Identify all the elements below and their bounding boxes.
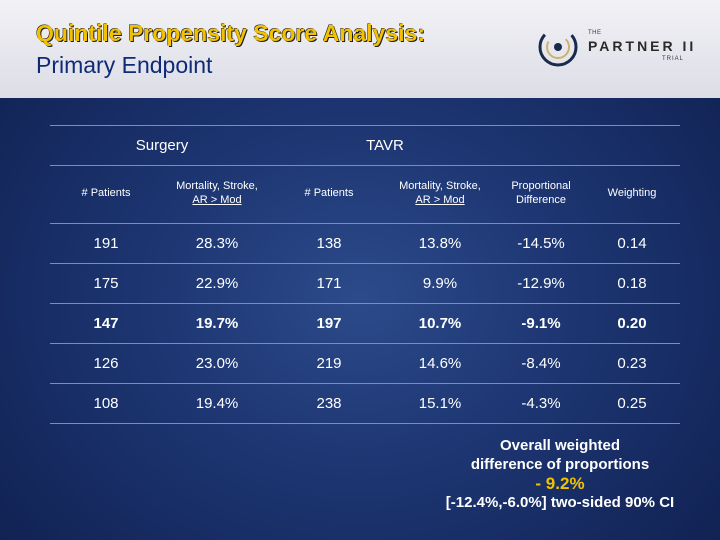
table-cell: 238 [316,395,342,412]
group-header-rule [50,165,680,166]
table-cell: 191 [93,235,119,252]
table-cell: -4.3% [521,395,561,412]
column-header: Weighting [607,187,657,199]
table-cell: 0.25 [617,395,647,412]
table-row: 191 28.3% 138 13.8% -14.5% 0.14 [50,223,680,263]
table-row-highlighted: 147 19.7% 197 10.7% -9.1% 0.20 [50,303,680,343]
title-band: Quintile Propensity Score Analysis: Prim… [0,0,720,98]
column-header-rule [50,223,680,224]
table-cell: 22.9% [195,275,239,292]
table-row: 108 19.4% 238 15.1% -4.3% 0.25 [50,383,680,423]
table-cell: 9.9% [422,275,458,292]
column-header: # Patients [81,187,131,199]
column-header: Mortality, Stroke, AR > Mod [176,180,258,206]
summary-value: - 9.2% [535,474,585,493]
table-cell: 0.18 [617,275,647,292]
row-rule [50,303,680,304]
table-cell: -14.5% [517,235,565,252]
table-cell: 19.7% [195,315,239,332]
weighted-summary: Overall weighted difference of proportio… [410,436,710,512]
partner-trial-logo: THE PARTNER II TRIAL [536,18,696,78]
table-cell: 19.4% [195,395,239,412]
table-cell: 171 [316,275,342,292]
logo-trial-text: TRIAL [662,56,685,62]
table-cell: 0.23 [617,355,647,372]
column-header: Mortality, Stroke, AR > Mod [399,180,481,206]
table-cell: 0.20 [617,315,647,332]
table-cell: 15.1% [418,395,462,412]
table-cell: 0.14 [617,235,647,252]
row-rule [50,263,680,264]
table-cell: 28.3% [195,235,239,252]
row-rule [50,343,680,344]
summary-line-1: Overall weighted [499,437,621,454]
table-cell: -12.9% [517,275,565,292]
column-header: Proportional Difference [511,180,571,206]
table-top-rule [50,125,680,126]
summary-line-2: difference of proportions [470,456,650,473]
logo-brand-text: PARTNER II [588,38,697,54]
table-cell: 219 [316,355,342,372]
table-cell: 14.6% [418,355,462,372]
logo-the-text: THE [588,30,602,36]
table-row: 126 23.0% 219 14.6% -8.4% 0.23 [50,343,680,383]
slide-subtitle: Primary Endpoint [36,52,213,78]
row-rule [50,383,680,384]
summary-ci: [-12.4%,-6.0%] two-sided 90% CI [445,494,675,511]
table-cell: -9.1% [521,315,561,332]
table-cell: 126 [93,355,119,372]
table-bottom-rule [50,423,680,424]
table-cell: 23.0% [195,355,239,372]
table-cell: -8.4% [521,355,561,372]
group-header-surgery: Surgery [135,137,189,154]
partner-logo-mark-icon [538,27,578,67]
group-header-tavr: TAVR [366,137,404,154]
table-row: 175 22.9% 171 9.9% -12.9% 0.18 [50,263,680,303]
table-cell: 13.8% [418,235,462,252]
column-header: # Patients [304,187,354,199]
table-cell: 10.7% [418,315,462,332]
table-cell: 108 [93,395,119,412]
table-cell: 147 [93,315,119,332]
table-cell: 175 [93,275,119,292]
slide-title: Quintile Propensity Score Analysis: [36,20,425,46]
table-cell: 197 [316,315,342,332]
table-cell: 138 [316,235,342,252]
